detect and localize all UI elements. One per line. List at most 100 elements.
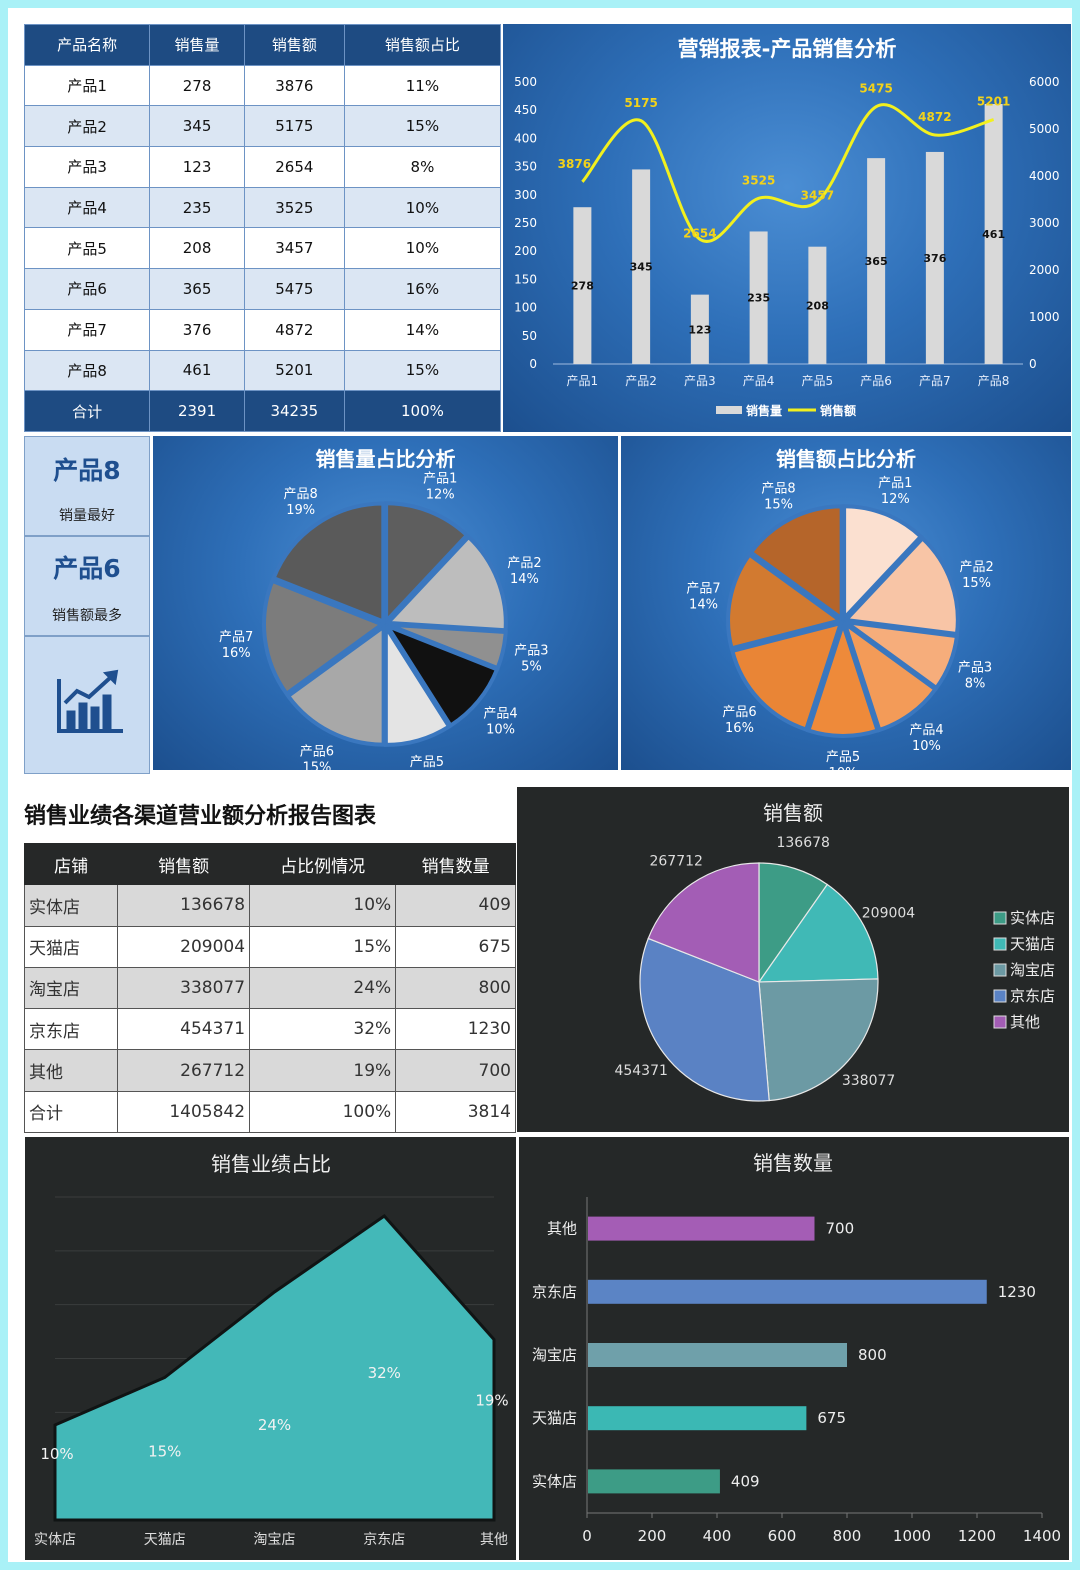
table-row: 京东店 454371 32% 1230 <box>23 1008 516 1051</box>
y-tick-label: 400 <box>514 131 537 145</box>
channel-revenue-pie: 销售额 136678 209004 338077 454371 267712 实体店天猫店淘… <box>614 801 1055 1102</box>
legend-label: 其他 <box>1010 1013 1040 1031</box>
slice-label: 产品1 <box>878 476 912 491</box>
bar-mark <box>749 231 768 364</box>
table-cell: 32% <box>249 1008 397 1051</box>
table-cell: 278 <box>149 64 245 107</box>
x-tick-label: 产品5 <box>802 374 834 388</box>
table-row: 产品8 461 5201 15% <box>23 349 502 392</box>
table-header-row: 店铺 销售额 占比例情况 销售数量 <box>23 842 516 886</box>
x-tick-label: 0 <box>582 1527 592 1545</box>
table-cell: 5175 <box>243 105 345 148</box>
table-cell: 800 <box>395 966 516 1010</box>
table-cell: 15% <box>343 349 502 392</box>
y-tick-label: 250 <box>514 216 537 230</box>
x-tick-label: 600 <box>768 1527 797 1545</box>
pie-slice <box>271 501 386 625</box>
slice-value-label: 12% <box>881 492 910 507</box>
table-cell: 461 <box>149 349 245 392</box>
table-cell: 2391 <box>149 390 245 432</box>
slice-value-label: 16% <box>725 721 754 736</box>
combo-chart-panel: 营销报表-产品销售分析 0 50 100 150 200 250 300 350 400 450 50… <box>503 24 1071 432</box>
x-tick-label: 淘宝店 <box>254 1532 296 1548</box>
slice-label: 产品8 <box>284 487 318 502</box>
y2-tick-label: 1000 <box>1029 310 1060 324</box>
slice-value-label: 10% <box>912 739 941 754</box>
bar-data-label: 461 <box>982 228 1005 241</box>
pie-slice <box>383 534 508 633</box>
table-cell: 1230 <box>395 1008 516 1051</box>
bar-data-label: 278 <box>571 280 594 293</box>
x-tick-label: 其他 <box>480 1532 508 1548</box>
slice-label: 产品5 <box>410 755 444 770</box>
table-total-row: 合计 2391 34235 100% <box>23 390 502 432</box>
pie-slice <box>758 978 879 1102</box>
bar-data-label: 675 <box>817 1409 846 1427</box>
slice-value-label: 15% <box>962 576 991 591</box>
legend-label: 销售额 <box>820 403 856 418</box>
chart-title: 销售数量 <box>753 1151 833 1175</box>
volume-share-pie: 销售量占比分析产品112%产品214%产品35%产品410%产品59%产品615… <box>219 447 548 786</box>
table-cell: 店铺 <box>23 842 119 886</box>
table-row: 产品3 123 2654 8% <box>23 146 502 188</box>
table-cell: 10% <box>249 884 397 927</box>
slice-value-label: 10% <box>829 766 858 770</box>
y2-tick-label: 0 <box>1029 357 1037 371</box>
slice-label: 产品1 <box>423 472 457 487</box>
bar-mark <box>984 103 1003 364</box>
x-tick-label: 产品4 <box>743 374 775 388</box>
pie-slice <box>729 620 844 733</box>
quantity-bar-chart: 销售数量 0 200 400 600 800 1000 1200 1400 700 其他 1230 京东… <box>532 1151 1061 1545</box>
channel-table: 店铺 销售额 占比例情况 销售数量 实体店 136678 10% 409 天猫店 209004 15… <box>23 842 516 1134</box>
y-tick-label: 0 <box>529 357 537 371</box>
bar-data-label: 409 <box>731 1472 760 1490</box>
bar-mark <box>690 294 709 364</box>
best-revenue-label: 销售额最多 <box>52 608 122 624</box>
slice-label: 产品2 <box>507 556 541 571</box>
table-cell: 34235 <box>243 390 345 432</box>
table-cell: 销售额占比 <box>343 24 502 66</box>
table-cell: 10% <box>343 186 502 229</box>
slice-label: 产品4 <box>909 723 943 738</box>
bar-mark <box>573 207 592 364</box>
bar-data-label: 365 <box>865 255 888 268</box>
table-cell: 208 <box>149 227 245 270</box>
pie-slice <box>805 617 881 738</box>
pie-slice <box>383 619 452 747</box>
y-tick-label: 350 <box>514 160 537 174</box>
x-tick-label: 产品2 <box>625 374 657 388</box>
chart-title: 销售额占比分析 <box>776 447 916 471</box>
slice-value-label: 5% <box>521 660 542 675</box>
bar-chart-trend-icon <box>57 669 123 733</box>
slice-label: 产品8 <box>761 481 795 496</box>
x-tick-label: 1000 <box>893 1527 931 1545</box>
table-cell: 产品8 <box>23 349 151 392</box>
y2-tick-label: 5000 <box>1029 122 1060 136</box>
dashboard: 产品名称 销售量 销售额 销售额占比 产品1 278 3876 11% 产品2 345 5175 15… <box>8 8 1072 1562</box>
table-cell: 合计 <box>23 1090 119 1134</box>
x-tick-label: 1200 <box>958 1527 996 1545</box>
table-cell: 5201 <box>243 349 345 392</box>
y2-tick-label: 6000 <box>1029 75 1060 89</box>
table-cell: 675 <box>395 925 516 968</box>
legend-swatch <box>993 937 1007 951</box>
slice-label: 产品5 <box>826 750 860 765</box>
revenue-pie-panel: 销售额占比分析产品112%产品215%产品38%产品410%产品510%产品61… <box>621 436 1071 781</box>
legend-label: 淘宝店 <box>1010 961 1055 979</box>
y-tick-label: 京东店 <box>532 1283 577 1301</box>
area-data-label: 10% <box>40 1445 73 1463</box>
bar-data-label: 700 <box>826 1220 855 1238</box>
slice-label: 产品4 <box>483 707 517 722</box>
bar-data-label: 800 <box>858 1346 887 1364</box>
best-volume-product: 产品8 <box>53 456 121 485</box>
y2-tick-label: 2000 <box>1029 263 1060 277</box>
table-cell: 产品6 <box>23 268 151 310</box>
pie-slice <box>748 504 844 623</box>
slice-value-label: 136678 <box>776 835 829 851</box>
table-cell: 产品3 <box>23 146 151 188</box>
bar-data-label: 345 <box>630 261 653 274</box>
table-cell: 产品5 <box>23 227 151 270</box>
y-tick-label: 其他 <box>547 1220 577 1238</box>
line-data-label: 4872 <box>918 110 951 124</box>
x-tick-label: 200 <box>638 1527 667 1545</box>
